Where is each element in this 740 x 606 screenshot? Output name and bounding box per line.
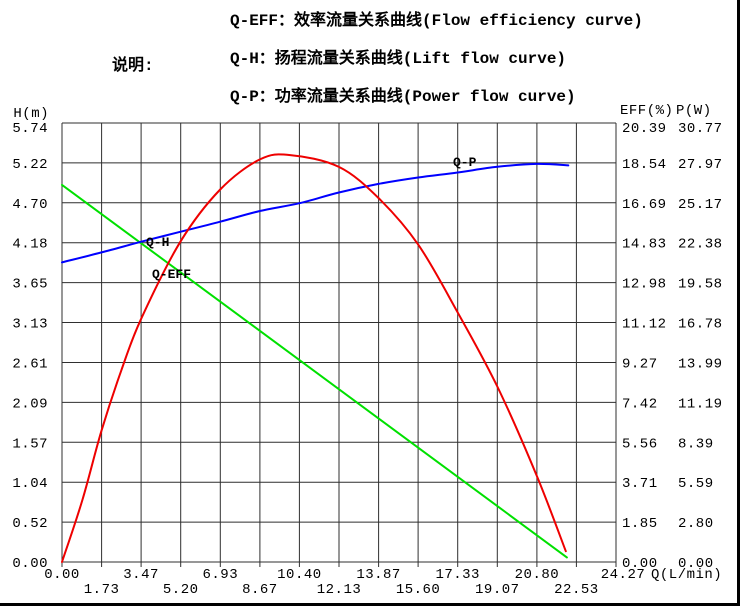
y-right-p-tick-label: 11.19 <box>678 396 723 412</box>
y-right-eff-tick-label: 5.56 <box>622 436 658 452</box>
y-right-p-tick-label: 5.59 <box>678 476 714 492</box>
x-tick-label: 8.67 <box>242 582 278 598</box>
y-right-p-tick-label: 22.38 <box>678 237 723 253</box>
y-left-tick-label: 5.74 <box>12 121 48 137</box>
curve-q_eff <box>61 153 567 563</box>
x-tick-label: 6.93 <box>202 567 238 583</box>
x-tick-label: 12.13 <box>317 582 362 598</box>
x-tick-label: 5.20 <box>163 582 199 598</box>
y-left-tick-label: 0.52 <box>12 516 48 532</box>
y-left-tick-label: 2.09 <box>12 396 48 412</box>
y-right-p-tick-label: 30.77 <box>678 121 723 137</box>
y-right-eff-tick-label: 18.54 <box>622 157 667 173</box>
curve-label-q_h: Q-H <box>146 235 169 250</box>
x-tick-label: 10.40 <box>277 567 322 583</box>
x-tick-label: 20.80 <box>515 567 560 583</box>
x-tick-label: 19.07 <box>475 582 520 598</box>
y-right-eff-tick-label: 7.42 <box>622 396 658 412</box>
y-left-tick-label: 1.57 <box>12 436 48 452</box>
y-right-p-axis-title: P(W) <box>676 103 712 119</box>
legend-block: Q-EFF：效率流量关系曲线(Flow efficiency curve) Q-… <box>230 2 643 116</box>
y-right-eff-tick-label: 9.27 <box>622 357 658 373</box>
y-right-p-tick-label: 25.17 <box>678 197 723 213</box>
y-right-eff-tick-label: 3.71 <box>622 476 658 492</box>
y-right-eff-tick-label: 12.98 <box>622 277 667 293</box>
y-right-p-tick-label: 0.00 <box>678 556 714 572</box>
x-tick-label: 15.60 <box>396 582 441 598</box>
y-left-tick-label: 4.18 <box>12 237 48 253</box>
curve-label-q_p: Q-P <box>453 155 477 170</box>
curve-q_h <box>61 183 568 559</box>
legend-title: 说明: <box>112 57 154 75</box>
x-tick-label: 24.27 <box>601 567 646 583</box>
y-left-tick-label: 0.00 <box>12 556 48 572</box>
x-tick-label: 0.00 <box>44 567 80 583</box>
y-left-tick-label: 4.70 <box>12 197 48 213</box>
y-right-eff-tick-label: 11.12 <box>622 317 667 333</box>
y-left-axis-title: H(m) <box>13 106 49 122</box>
y-right-p-tick-label: 19.58 <box>678 277 723 293</box>
y-right-eff-tick-label: 16.69 <box>622 197 667 213</box>
y-right-eff-tick-label: 20.39 <box>622 121 667 137</box>
y-left-tick-label: 1.04 <box>12 476 48 492</box>
y-right-p-tick-label: 8.39 <box>678 436 714 452</box>
curve-q_p <box>61 162 570 264</box>
legend-line-q-h: Q-H：扬程流量关系曲线(Lift flow curve) <box>230 50 567 68</box>
x-tick-label: 3.47 <box>123 567 159 583</box>
y-right-p-tick-label: 16.78 <box>678 317 723 333</box>
x-tick-label: 1.73 <box>84 582 120 598</box>
y-right-eff-axis-title: EFF(%) <box>620 103 673 119</box>
y-right-p-tick-label: 27.97 <box>678 157 723 173</box>
x-tick-label: 17.33 <box>435 567 480 583</box>
legend-line-q-eff: Q-EFF：效率流量关系曲线(Flow efficiency curve) <box>230 12 643 30</box>
y-left-tick-label: 2.61 <box>12 357 48 373</box>
curve-label-q_eff: Q-EFF <box>152 267 191 282</box>
y-right-eff-tick-label: 14.83 <box>622 237 667 253</box>
legend-line-q-p: Q-P：功率流量关系曲线(Power flow curve) <box>230 88 576 106</box>
x-axis-title: Q(L/min) <box>651 567 722 583</box>
y-left-tick-label: 3.13 <box>12 317 48 333</box>
y-right-p-tick-label: 2.80 <box>678 516 714 532</box>
y-left-tick-label: 5.22 <box>12 157 48 173</box>
x-tick-label: 13.87 <box>356 567 401 583</box>
y-right-eff-tick-label: 0.00 <box>622 556 658 572</box>
y-left-tick-label: 3.65 <box>12 277 48 293</box>
x-tick-label: 22.53 <box>554 582 599 598</box>
y-right-eff-tick-label: 1.85 <box>622 516 658 532</box>
y-right-p-tick-label: 13.99 <box>678 357 723 373</box>
